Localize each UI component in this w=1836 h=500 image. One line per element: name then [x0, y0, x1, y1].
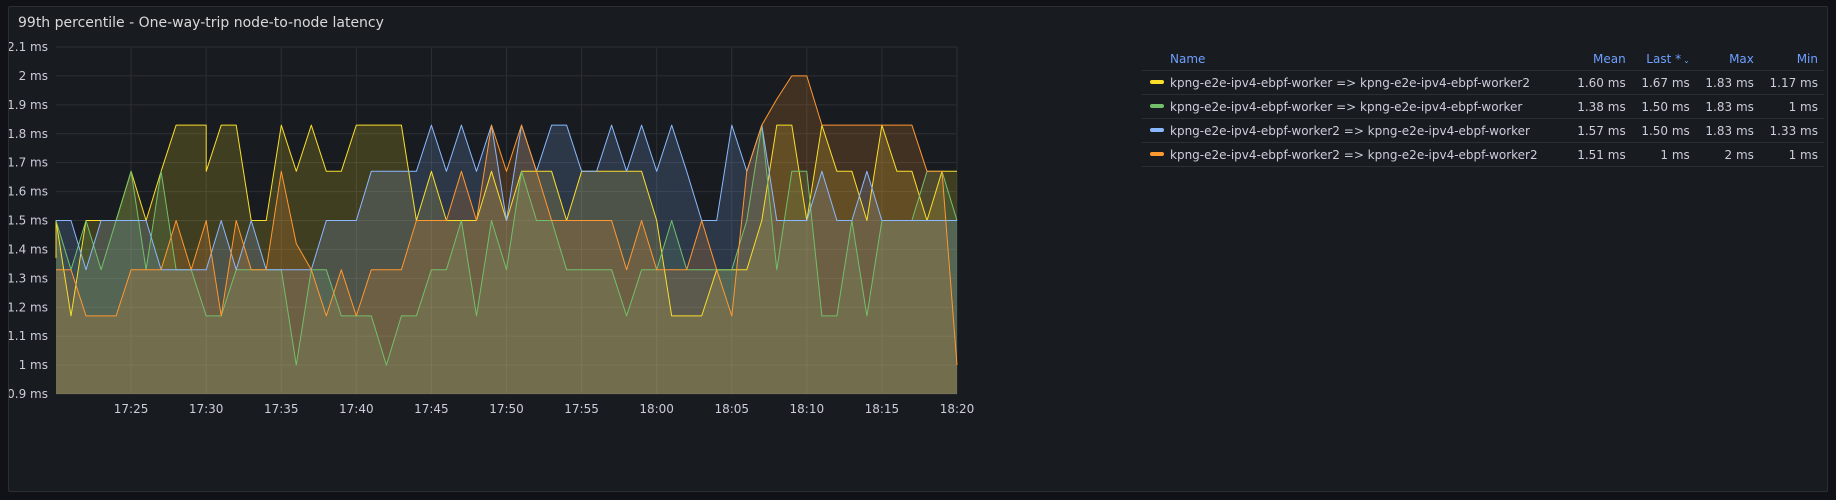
y-tick-label: 1.7 ms [9, 156, 48, 170]
series-line[interactable] [55, 124, 958, 366]
y-tick-label: 1 ms [19, 358, 48, 372]
legend-header-last[interactable]: Last * ⌄ [1631, 49, 1696, 71]
legend-table: Name Mean Last * ⌄ Max Min kpng-e2e-ipv4-… [1142, 49, 1824, 167]
chart-lines [55, 75, 958, 366]
series-area [56, 125, 957, 394]
y-tick-label: 1.3 ms [9, 271, 48, 285]
legend-row[interactable]: kpng-e2e-ipv4-ebpf-worker2 => kpng-e2e-i… [1142, 118, 1824, 143]
legend-min-value: 1 ms [1759, 142, 1824, 167]
legend-last-value: 1.50 ms [1631, 94, 1696, 119]
legend-last-value: 1.67 ms [1631, 70, 1696, 95]
legend-series-label: kpng-e2e-ipv4-ebpf-worker => kpng-e2e-ip… [1170, 75, 1530, 90]
y-tick-label: 1.1 ms [9, 329, 48, 343]
legend-series-name[interactable]: kpng-e2e-ipv4-ebpf-worker => kpng-e2e-ip… [1142, 94, 1568, 119]
chevron-down-icon: ⌄ [1683, 56, 1690, 65]
y-axis: 2.1 ms 2 ms 1.9 ms 1.8 ms 1.7 ms 1.6 ms 1.5 ms… [9, 40, 48, 401]
series-area [56, 125, 957, 394]
legend-min-value: 1 ms [1759, 94, 1824, 119]
legend-series-name[interactable]: kpng-e2e-ipv4-ebpf-worker2 => kpng-e2e-i… [1142, 142, 1568, 167]
legend-series-name[interactable]: kpng-e2e-ipv4-ebpf-worker2 => kpng-e2e-i… [1142, 118, 1568, 143]
y-tick-label: 1.6 ms [9, 185, 48, 199]
legend-body: kpng-e2e-ipv4-ebpf-worker => kpng-e2e-ip… [1142, 70, 1824, 167]
series-line[interactable] [55, 124, 957, 317]
x-tick-label: 17:40 [339, 402, 374, 416]
legend-mean-value: 1.60 ms [1567, 70, 1632, 95]
legend-color-swatch[interactable] [1150, 80, 1164, 84]
legend-header-max[interactable]: Max [1695, 49, 1760, 71]
x-tick-label: 17:45 [414, 402, 449, 416]
legend-last-value: 1 ms [1631, 142, 1696, 167]
y-tick-label: 1.8 ms [9, 127, 48, 141]
y-tick-label: 2 ms [19, 69, 48, 83]
series-area [56, 75, 957, 395]
series-line[interactable] [56, 75, 958, 366]
series-line[interactable] [56, 124, 957, 271]
latency-panel: 99th percentile - One-way-trip node-to-n… [8, 6, 1828, 492]
x-tick-label: 18:00 [639, 402, 674, 416]
y-tick-label: 1.9 ms [9, 98, 48, 112]
x-tick-label: 18:05 [714, 402, 749, 416]
legend-max-value: 1.83 ms [1695, 94, 1760, 119]
legend-row[interactable]: kpng-e2e-ipv4-ebpf-worker2 => kpng-e2e-i… [1142, 142, 1824, 167]
legend-row[interactable]: kpng-e2e-ipv4-ebpf-worker => kpng-e2e-ip… [1142, 70, 1824, 95]
x-tick-label: 18:20 [940, 402, 975, 416]
x-tick-label: 17:35 [264, 402, 299, 416]
x-axis: 17:25 17:30 17:35 17:40 17:45 17:50 17:55 18:00… [114, 402, 975, 416]
legend-header-last-label: Last * [1646, 52, 1682, 66]
legend-series-label: kpng-e2e-ipv4-ebpf-worker2 => kpng-e2e-i… [1170, 123, 1530, 138]
legend-max-value: 1.83 ms [1695, 70, 1760, 95]
legend-color-swatch[interactable] [1150, 152, 1164, 156]
latency-chart[interactable]: 2.1 ms 2 ms 1.9 ms 1.8 ms 1.7 ms 1.6 ms 1.5 ms… [9, 7, 1129, 493]
legend-header-min[interactable]: Min [1759, 49, 1824, 71]
legend-header-mean[interactable]: Mean [1567, 49, 1632, 71]
y-tick-label: 2.1 ms [9, 40, 48, 54]
legend-mean-value: 1.51 ms [1567, 142, 1632, 167]
legend-max-value: 1.83 ms [1695, 118, 1760, 143]
x-tick-label: 17:55 [564, 402, 599, 416]
legend-series-name[interactable]: kpng-e2e-ipv4-ebpf-worker => kpng-e2e-ip… [1142, 70, 1568, 95]
y-tick-label: 0.9 ms [9, 387, 48, 401]
chart-grid [56, 46, 958, 395]
y-tick-label: 1.5 ms [9, 214, 48, 228]
panel-title[interactable]: 99th percentile - One-way-trip node-to-n… [18, 15, 384, 31]
legend-mean-value: 1.38 ms [1567, 94, 1632, 119]
legend-header-row: Name Mean Last * ⌄ Max Min [1142, 49, 1824, 71]
legend-header-name[interactable]: Name [1142, 49, 1568, 71]
y-tick-label: 1.2 ms [9, 300, 48, 314]
x-tick-label: 18:15 [865, 402, 900, 416]
x-tick-label: 17:25 [114, 402, 149, 416]
legend-min-value: 1.17 ms [1759, 70, 1824, 95]
legend-mean-value: 1.57 ms [1567, 118, 1632, 143]
legend-series-label: kpng-e2e-ipv4-ebpf-worker2 => kpng-e2e-i… [1170, 147, 1538, 162]
legend-color-swatch[interactable] [1150, 128, 1164, 132]
y-tick-label: 1.4 ms [9, 242, 48, 256]
x-tick-label: 18:10 [790, 402, 825, 416]
legend-max-value: 2 ms [1695, 142, 1760, 167]
x-tick-label: 17:50 [489, 402, 524, 416]
legend-series-label: kpng-e2e-ipv4-ebpf-worker => kpng-e2e-ip… [1170, 99, 1523, 114]
x-tick-label: 17:30 [189, 402, 224, 416]
legend-row[interactable]: kpng-e2e-ipv4-ebpf-worker => kpng-e2e-ip… [1142, 94, 1824, 119]
legend-min-value: 1.33 ms [1759, 118, 1824, 143]
series-area [56, 125, 957, 394]
legend-last-value: 1.50 ms [1631, 118, 1696, 143]
chart-areas [56, 75, 957, 395]
legend-color-swatch[interactable] [1150, 104, 1164, 108]
